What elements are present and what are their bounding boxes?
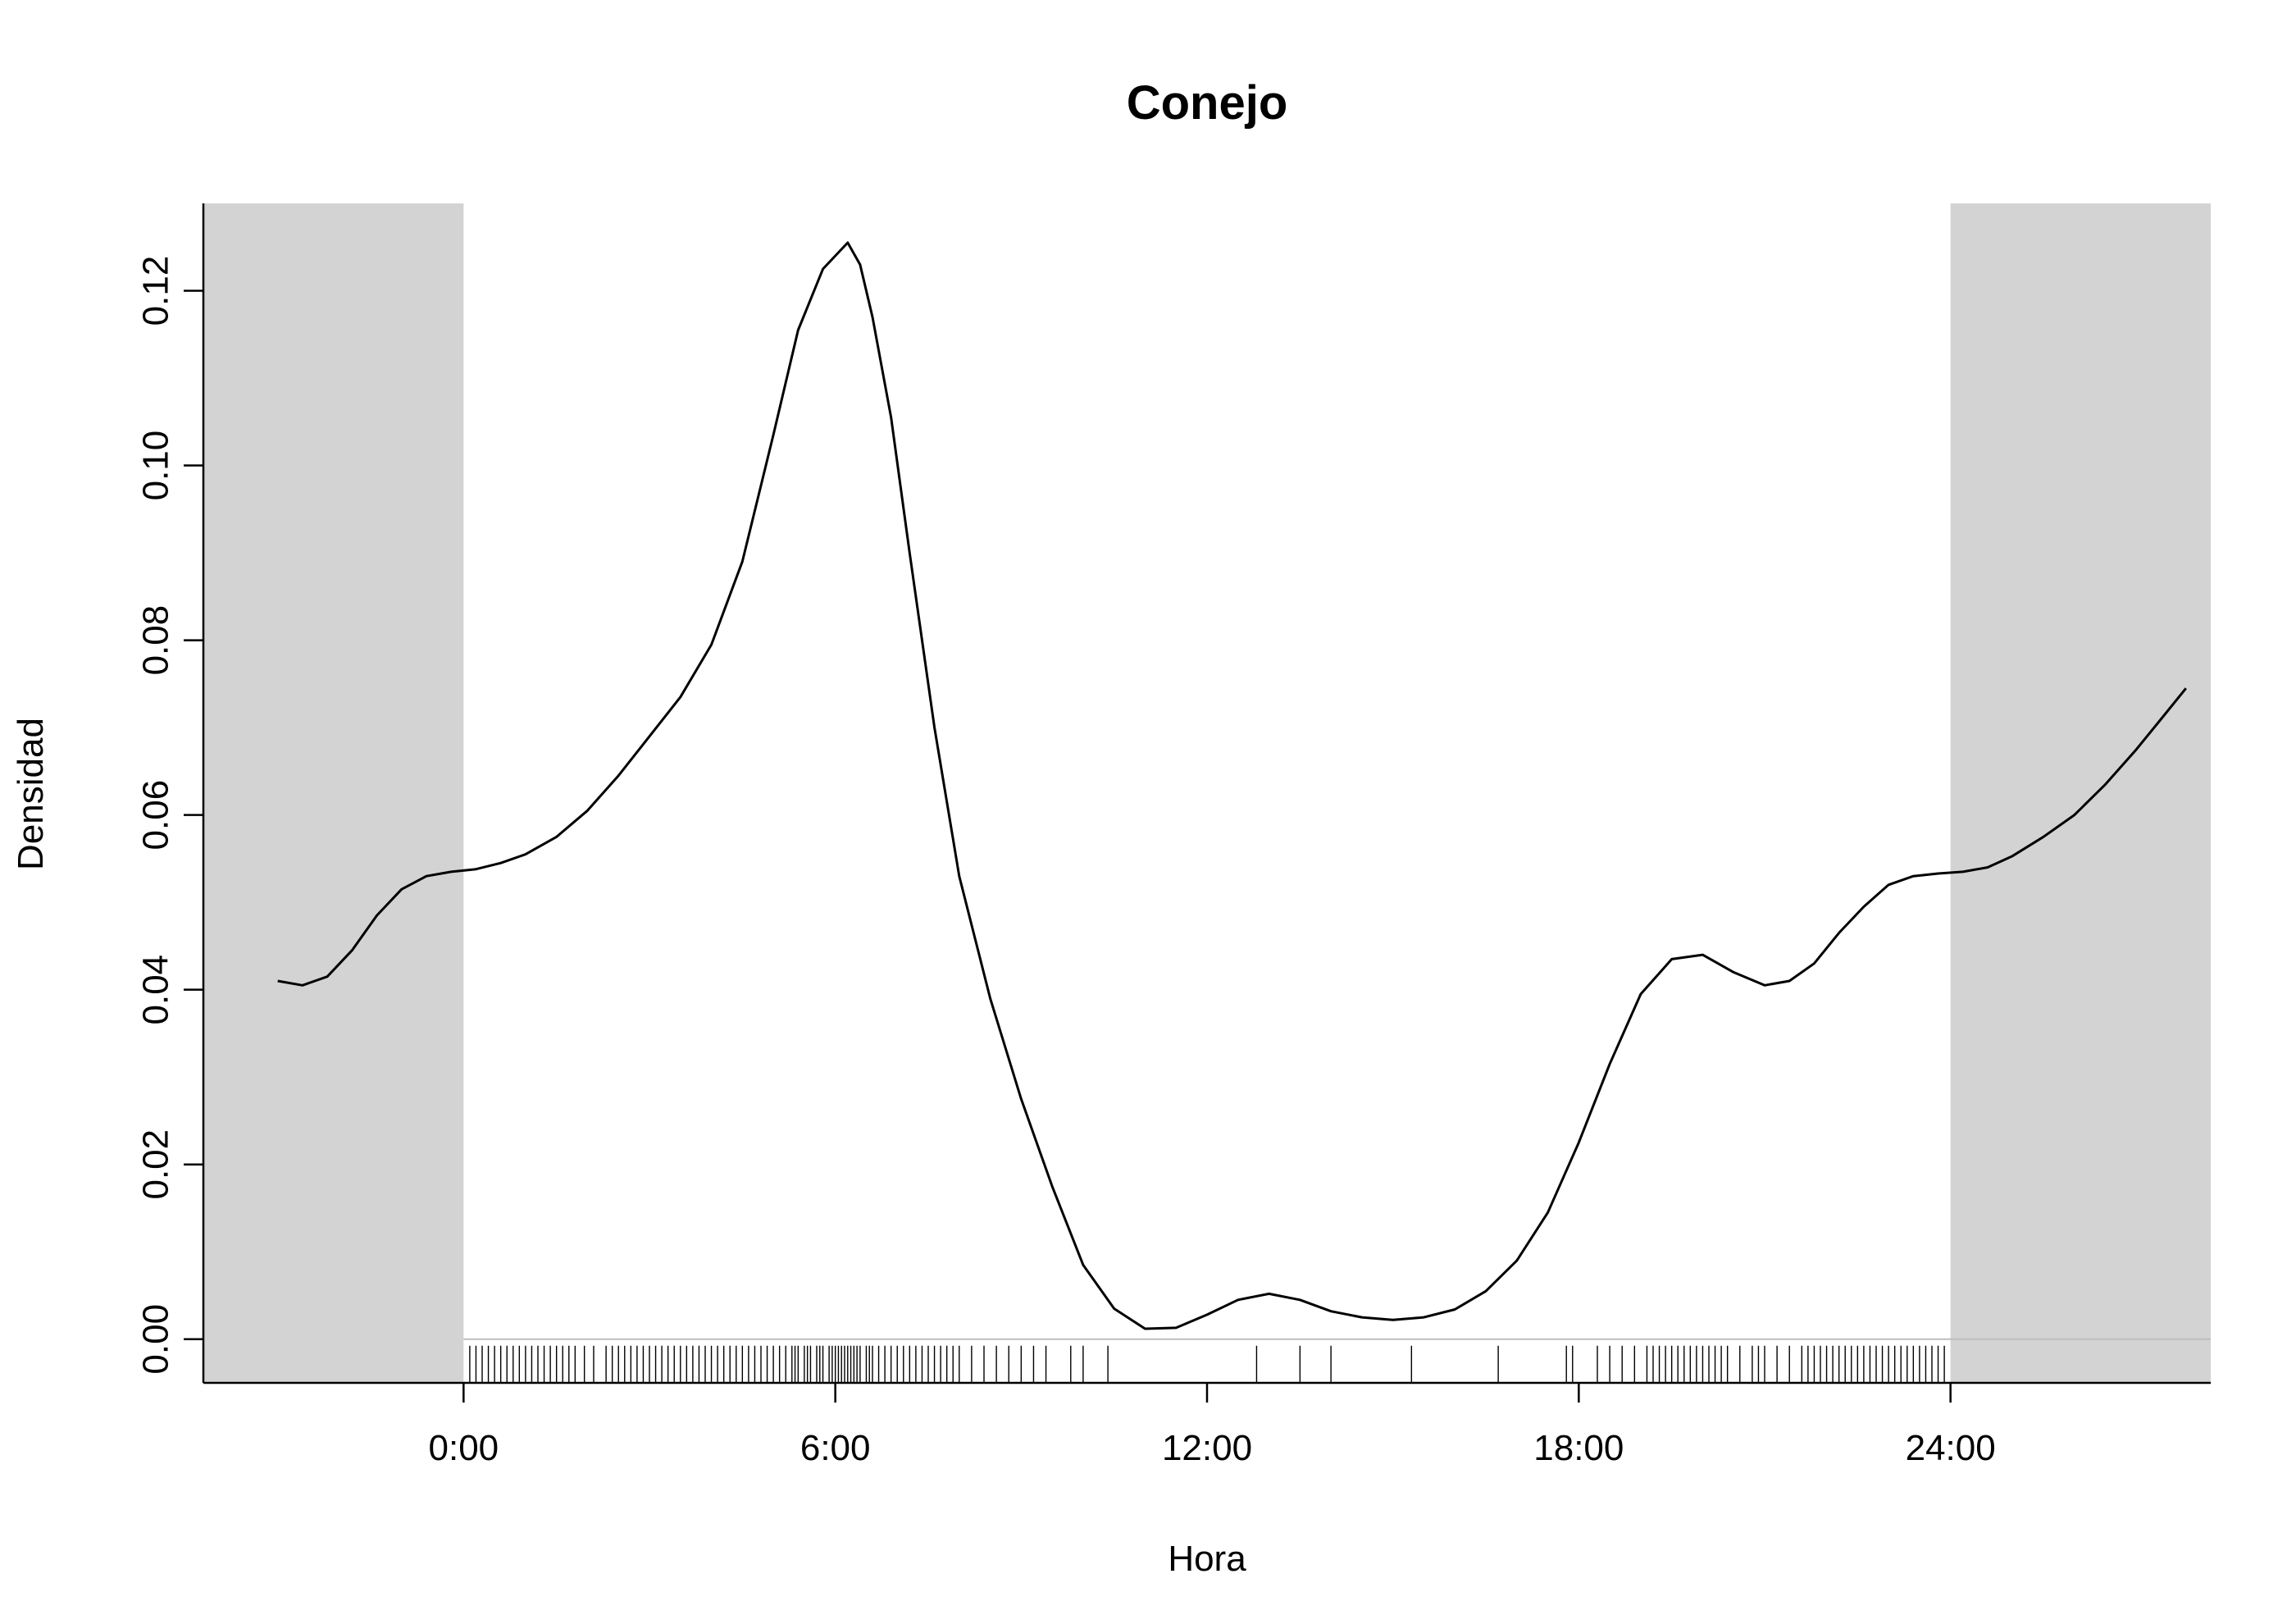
- y-tick-label: 0.02: [136, 1129, 176, 1200]
- x-tick-label: 18:00: [1533, 1428, 1624, 1468]
- x-axis-label: Hora: [1168, 1539, 1246, 1579]
- y-tick-label: 0.08: [136, 605, 176, 676]
- axes: 0:00 6:00 12:00 18:00 24:00 0.00 0.02 0.04 0.06 0…: [136, 203, 2211, 1468]
- y-tick-label: 0.12: [136, 256, 176, 326]
- shaded-region-1: [1950, 203, 2211, 1383]
- density-series: [277, 241, 2187, 1330]
- y-tick-label: 0.00: [136, 1304, 176, 1375]
- chart-title: Conejo: [1127, 76, 1288, 130]
- y-tick-label: 0.06: [136, 780, 176, 851]
- x-tick-label: 6:00: [800, 1428, 871, 1468]
- density-line: [277, 241, 2187, 1330]
- shaded-region-0: [203, 203, 464, 1383]
- shaded-regions: [203, 203, 2211, 1383]
- rug-ticks: [469, 1345, 1945, 1383]
- x-tick-label: 24:00: [1906, 1428, 1996, 1468]
- y-axis-label: Densidad: [11, 718, 51, 870]
- x-tick-label: 0:00: [429, 1428, 499, 1468]
- y-tick-label: 0.10: [136, 431, 176, 501]
- x-tick-label: 12:00: [1162, 1428, 1252, 1468]
- y-tick-label: 0.04: [136, 955, 176, 1025]
